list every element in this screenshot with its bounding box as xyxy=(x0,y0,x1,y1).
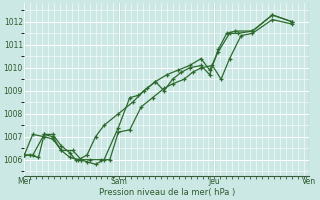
X-axis label: Pression niveau de la mer( hPa ): Pression niveau de la mer( hPa ) xyxy=(99,188,235,197)
